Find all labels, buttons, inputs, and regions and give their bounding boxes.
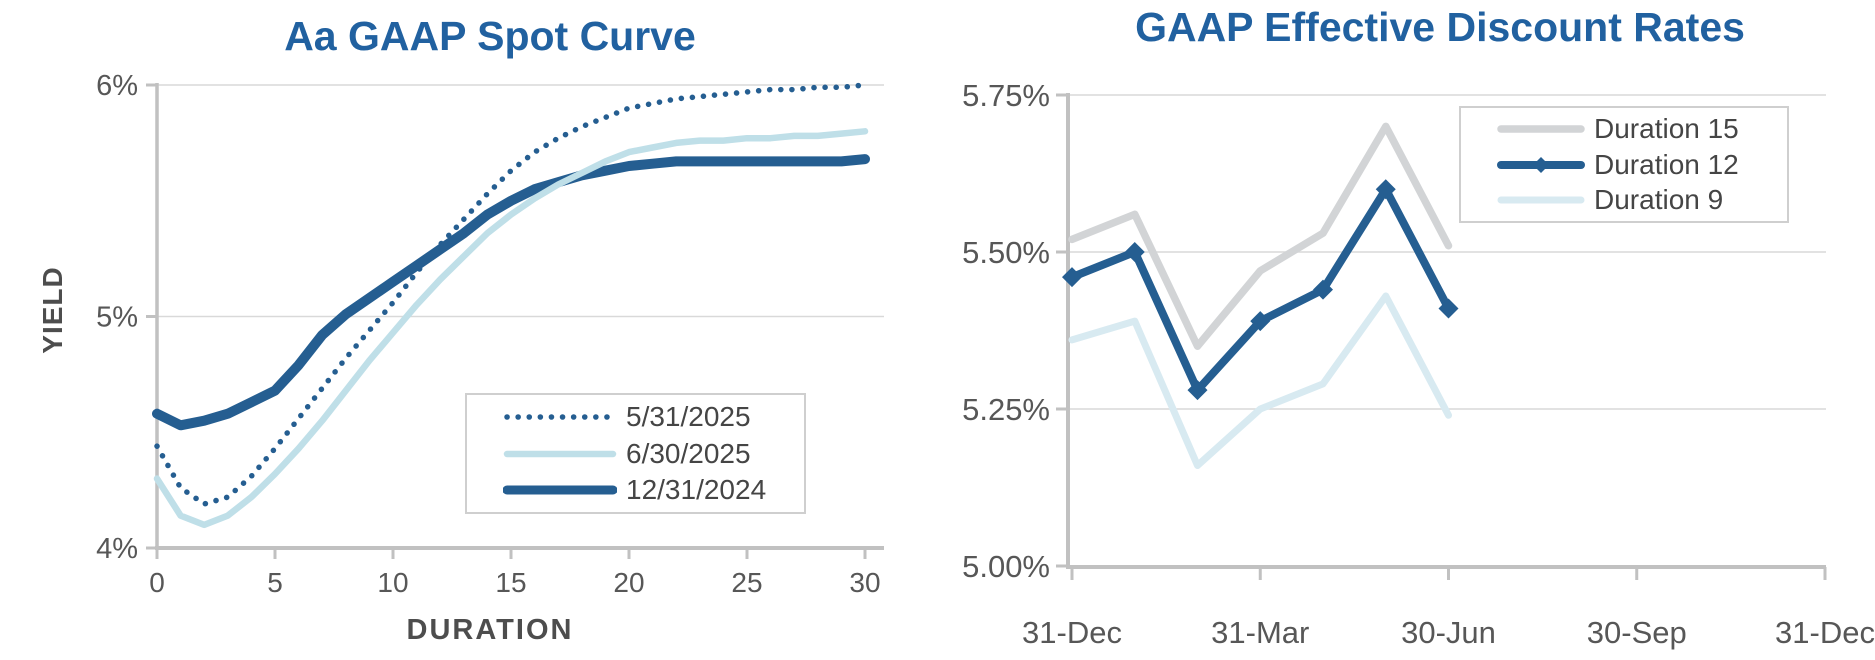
svg-text:15: 15 bbox=[495, 567, 526, 598]
svg-text:30-Jun: 30-Jun bbox=[1401, 615, 1496, 650]
svg-text:5.25%: 5.25% bbox=[962, 392, 1050, 427]
legend-label: 6/30/2025 bbox=[626, 437, 751, 469]
discount-rates-title: GAAP Effective Discount Rates bbox=[1135, 4, 1745, 50]
legend-item-6-30-2025: 6/30/2025 bbox=[503, 437, 804, 469]
series-duration-9 bbox=[1068, 292, 1452, 469]
legend-item-duration-9: Duration 9 bbox=[1497, 183, 1787, 215]
legend-label: Duration 15 bbox=[1594, 113, 1739, 145]
series-12-31-2024 bbox=[152, 154, 870, 431]
series-duration-12 bbox=[1062, 179, 1459, 401]
blue-diamond-line-swatch bbox=[1497, 156, 1585, 173]
discount-rates-plot: 5.75% 5.50% 5.25% 5.00% 31-Dec 31-Mar 30-Jun 30… bbox=[962, 78, 1875, 650]
series-6-30-2025 bbox=[153, 128, 869, 529]
svg-text:31-Dec: 31-Dec bbox=[1022, 615, 1122, 650]
svg-text:5.50%: 5.50% bbox=[962, 235, 1050, 270]
legend-label: 5/31/2025 bbox=[626, 401, 751, 433]
duration-axis-title: DURATION bbox=[406, 614, 574, 646]
svg-text:6%: 6% bbox=[96, 70, 138, 102]
legend-label: Duration 9 bbox=[1594, 183, 1724, 215]
svg-text:4%: 4% bbox=[96, 533, 138, 565]
legend-item-12-31-2024: 12/31/2024 bbox=[503, 473, 804, 505]
svg-text:5%: 5% bbox=[96, 302, 138, 334]
svg-text:31-Dec: 31-Dec bbox=[1775, 615, 1875, 650]
svg-text:25: 25 bbox=[731, 567, 762, 598]
pale-blue-line-swatch bbox=[1497, 196, 1585, 204]
legend-item-duration-15: Duration 15 bbox=[1497, 115, 1787, 143]
svg-text:5: 5 bbox=[267, 567, 283, 598]
series-duration-15 bbox=[1068, 122, 1453, 350]
light-blue-line-swatch bbox=[503, 450, 617, 457]
legend-label: Duration 12 bbox=[1594, 148, 1739, 180]
svg-text:5.75%: 5.75% bbox=[962, 78, 1050, 113]
svg-text:30-Sep: 30-Sep bbox=[1587, 615, 1687, 650]
gray-line-swatch bbox=[1497, 125, 1585, 133]
spot-curve-legend: 5/31/2025 6/30/2025 12/31/2024 bbox=[465, 393, 806, 514]
thick-blue-line-swatch bbox=[503, 485, 617, 495]
dotted-line-swatch bbox=[504, 414, 616, 420]
legend-item-5-31-2025: 5/31/2025 bbox=[503, 403, 804, 431]
svg-text:30: 30 bbox=[849, 567, 880, 598]
svg-text:10: 10 bbox=[377, 567, 408, 598]
spot-curve-title: Aa GAAP Spot Curve bbox=[284, 13, 696, 59]
svg-text:0: 0 bbox=[149, 567, 165, 598]
svg-text:5.00%: 5.00% bbox=[962, 549, 1050, 584]
legend-item-duration-12: Duration 12 bbox=[1497, 148, 1787, 180]
svg-text:20: 20 bbox=[613, 567, 644, 598]
yield-axis-title: YIELD bbox=[37, 266, 68, 354]
spot-curve-plot: 6% 5% 4% 0 5 10 15 20 25 30 bbox=[96, 70, 884, 598]
series-5-31-2025 bbox=[154, 82, 868, 507]
discount-rates-legend: Duration 15 Duration 12 Duration 9 bbox=[1459, 106, 1789, 223]
legend-label: 12/31/2024 bbox=[626, 473, 767, 505]
svg-text:31-Mar: 31-Mar bbox=[1211, 615, 1309, 650]
